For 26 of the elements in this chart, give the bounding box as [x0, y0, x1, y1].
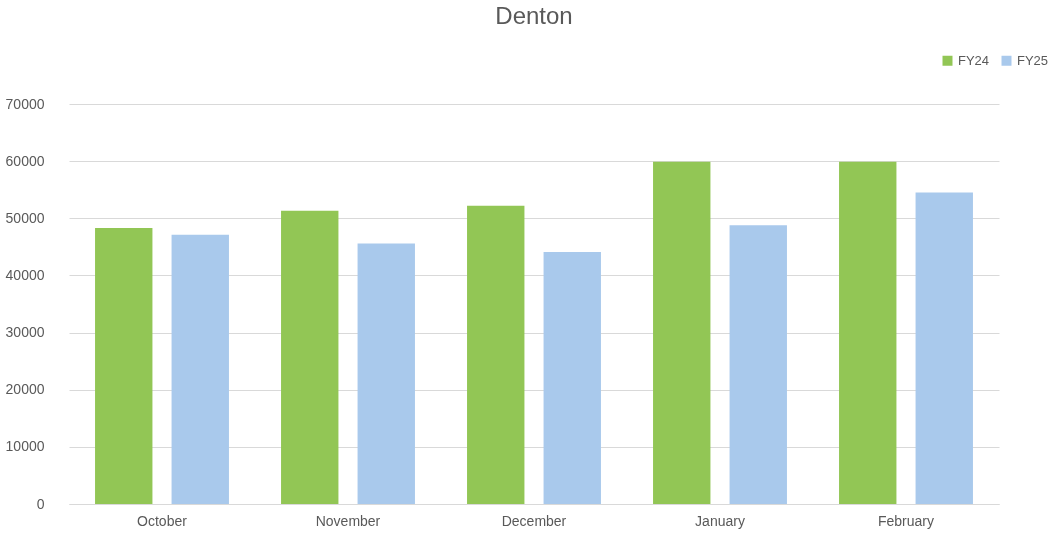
y-tick-label: 40000 — [5, 266, 45, 283]
bar — [357, 243, 415, 504]
y-tick-label: 30000 — [5, 324, 45, 341]
x-tick-label: February — [877, 512, 935, 529]
x-tick-label: December — [501, 512, 567, 529]
x-tick-label: November — [315, 512, 381, 529]
bar — [653, 161, 711, 504]
y-tick-label: 10000 — [5, 438, 45, 455]
y-tick-label: 0 — [36, 495, 45, 512]
bar — [281, 210, 339, 504]
bar — [729, 225, 787, 504]
bar — [171, 234, 229, 504]
bar — [839, 161, 897, 504]
y-tick-label: 60000 — [5, 152, 45, 169]
y-tick-label: 70000 — [5, 95, 45, 112]
legend-label: FY24 — [958, 52, 990, 68]
bar — [467, 205, 525, 504]
bar — [543, 252, 601, 504]
bar — [915, 192, 973, 504]
bar — [95, 228, 153, 504]
y-tick-label: 20000 — [5, 381, 45, 398]
x-tick-label: January — [695, 512, 745, 529]
y-tick-label: 50000 — [5, 209, 45, 226]
chart-title: Denton — [495, 2, 573, 29]
x-tick-label: October — [137, 512, 188, 529]
legend-label: FY25 — [1017, 52, 1049, 68]
